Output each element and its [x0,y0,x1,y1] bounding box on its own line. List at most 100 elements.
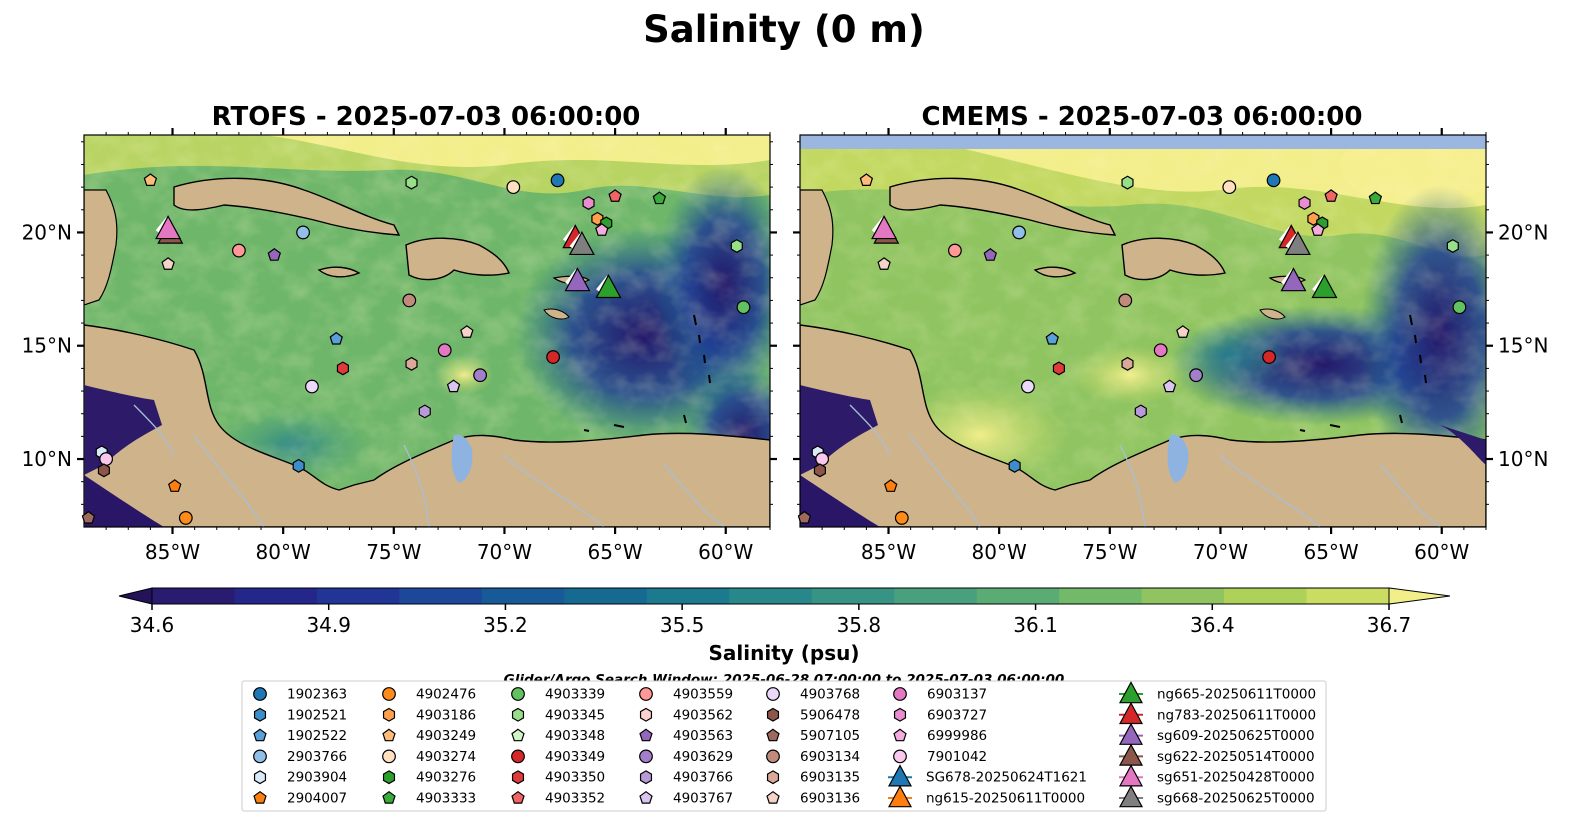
legend-item: sg651-20250428T0000 [1118,764,1315,787]
marker-4903352 [1324,189,1338,202]
legend-marker [766,707,780,722]
legend-label: 6903137 [927,687,987,703]
legend-label: 4903339 [545,687,605,703]
legend-marker [382,687,396,701]
legend-label: 4903348 [545,728,605,744]
marker-ng665-20250611T0000 [595,274,622,299]
legend-item: 6903137 [893,687,987,703]
legend-marker [253,728,267,742]
colorbar-extend-low [118,587,153,605]
marker-6903136 [877,257,891,270]
legend-item: 1902522 [253,728,347,744]
marker-1902522 [329,331,343,345]
legend-label: 1902522 [287,728,347,744]
legend-item: 4903186 [382,707,476,723]
marker-4903629 [1189,368,1204,383]
marker-4903350 [1052,361,1065,376]
marker-sg651-20250428T0000 [871,215,898,240]
marker-6903727 [1298,195,1311,210]
colorbar-segment [894,588,978,604]
legend-label: 4903349 [545,749,605,765]
marker-1902363 [550,173,565,188]
legend-label: 4903563 [673,728,733,744]
lon-tick-label: 75°W [366,540,421,564]
marker-4903349 [1262,350,1277,364]
legend-item: 6903136 [766,790,860,807]
lat-tick-label: 10°N [22,447,72,471]
marker-4903350 [336,361,349,376]
legend-item: 2904007 [253,791,347,807]
lon-tick-label: 80°W [256,540,311,564]
marker-6903136 [460,325,474,338]
legend-marker [382,770,396,785]
marker-4903186 [591,211,604,226]
legend-item: 4903563 [639,728,733,744]
legend-marker [1118,785,1144,808]
marker-4903249 [859,173,874,187]
colorbar-label: Salinity (psu) [708,641,859,665]
legend-item: sg609-20250625T0000 [1118,722,1315,745]
marker-4903345 [405,175,418,190]
legend-label: 4903562 [673,707,733,723]
legend-label: 4903766 [673,770,733,786]
marker-4903563 [983,248,998,261]
marker-4903766 [418,404,431,419]
legend-item: ng615-20250611T0000 [887,785,1085,808]
colorbar-segment [1141,588,1225,604]
map-cmems [800,135,1486,527]
legend-item: 4903768 [766,687,860,703]
legend-marker [639,728,653,742]
marker-1902521 [292,458,305,473]
colorbar-segment [234,588,318,604]
legend-marker [382,790,396,804]
colorbar-segment [1306,588,1390,604]
marker-ng665-20250611T0000 [1311,274,1338,299]
marker-4903345 [1446,239,1459,254]
marker-sg668-20250625T0000 [568,230,595,256]
legend-item: 6903134 [766,749,860,765]
legend-item: ng783-20250611T0000 [1118,701,1316,725]
colorbar-frame [151,587,1390,605]
marker-4903349 [546,350,561,364]
marker-4903629 [473,368,488,383]
lat-tick-label: 15°N [22,334,72,358]
lat-tick-label: 20°N [22,220,72,244]
colorbar-tick-label: 34.6 [130,613,175,637]
marker-6903137 [1153,343,1168,358]
colorbar-tick-label: 35.2 [483,613,528,637]
marker-5906478 [813,463,826,478]
marker-4903345 [730,239,743,254]
colorbar-segment [1059,588,1143,604]
marker-4903186 [1307,211,1320,226]
marker-7901042 [99,452,114,466]
marker-sg668-20250625T0000 [1284,230,1311,256]
legend-label: 2903904 [287,770,347,786]
marker-4903333 [652,191,667,205]
panel-rtofs: RTOFS - 2025-07-03 06:00:00 [83,102,771,528]
colorbar-tick-label: 36.4 [1190,613,1235,637]
panel-title-cmems: CMEMS - 2025-07-03 06:00:00 [922,102,1363,132]
marker-6903136 [1176,325,1190,338]
legend-item: 4903348 [511,728,605,744]
lat-tick-label-right: 15°N [1498,334,1548,358]
legend-item: 6903135 [766,770,860,786]
legend-item: 6903727 [893,707,987,723]
lon-tick-label: 65°W [587,540,642,564]
legend-label: 4903559 [673,687,733,703]
colorbar-tick-label: 35.8 [837,613,882,637]
marker-sg651-20250428T0000 [155,215,182,240]
marker-6903134 [1118,293,1133,308]
marker-4903768 [1021,379,1035,394]
legend-marker [766,790,780,804]
marker-2904007 [168,479,182,492]
colorbar-segment [316,588,400,604]
legend-label: 6903134 [800,749,860,765]
legend-label: 4903274 [416,749,476,765]
legend-label: 5907105 [800,728,860,744]
legend-marker [253,707,267,722]
marker-4903249 [143,173,158,187]
marker-6903727 [582,195,595,210]
marker-1902521 [1008,458,1021,473]
legend-label: 4903186 [416,707,476,723]
